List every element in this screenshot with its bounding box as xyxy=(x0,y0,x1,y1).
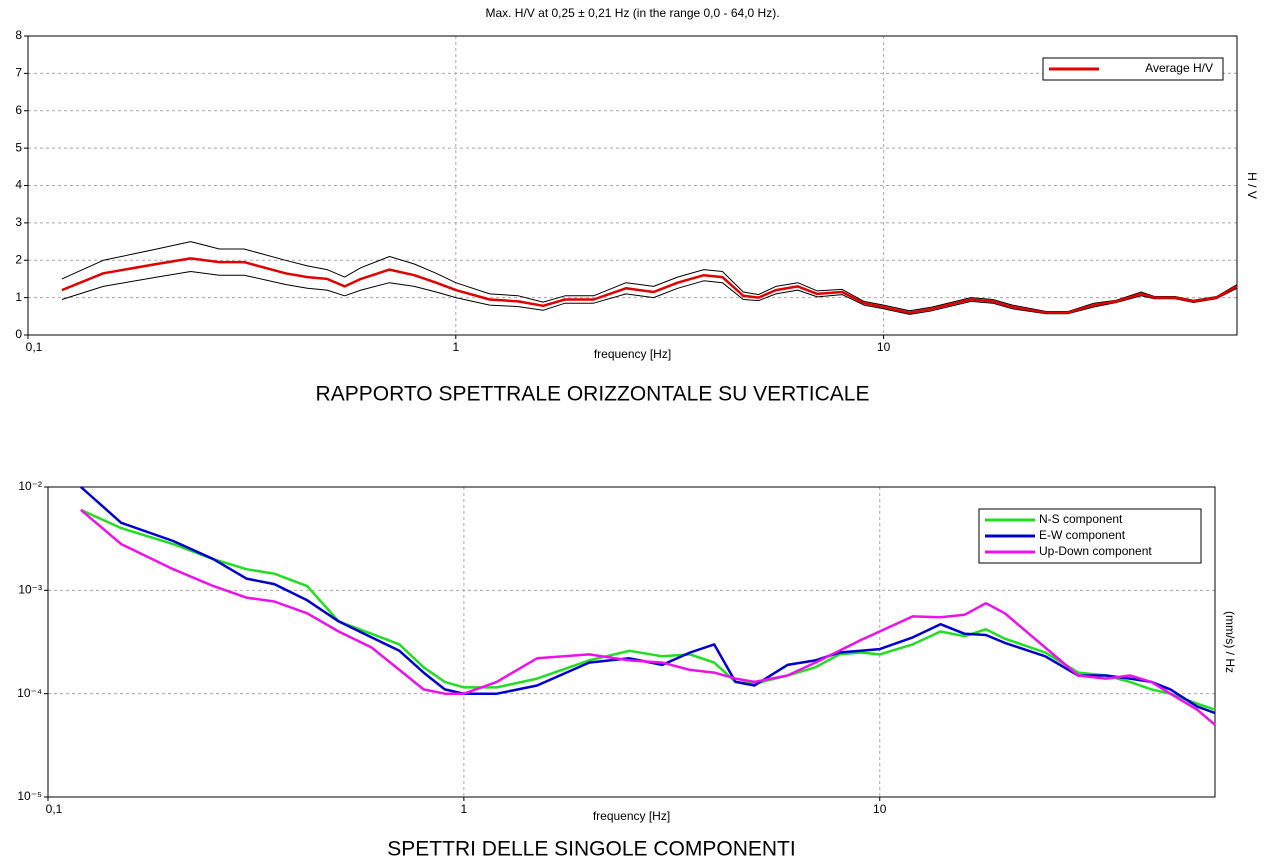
series-line xyxy=(61,241,1238,312)
plot-frame xyxy=(47,486,1216,798)
legend-label: Average H/V xyxy=(1145,61,1213,75)
chart: 0,1 1 10 10⁻⁵ 10⁻⁴ 10⁻³ 10⁻² frequency [Hz] (mm/… xyxy=(17,479,1237,860)
plot-frame xyxy=(27,35,1238,336)
y-axis-label: (mm/s) / Hz xyxy=(1223,611,1237,673)
series-line xyxy=(80,486,1216,715)
x-tick-label: 0,1 xyxy=(26,340,43,354)
x-axis-label: frequency [Hz] xyxy=(594,347,671,361)
y-tick-label: 10⁻³ xyxy=(18,583,42,597)
series-line xyxy=(80,508,1216,726)
y-tick-label: 6 xyxy=(15,103,22,117)
x-tick-label: 10 xyxy=(873,802,887,816)
legend-label: E-W component xyxy=(1039,528,1126,542)
x-tick-label: 10 xyxy=(877,340,891,354)
series-line xyxy=(61,271,1238,315)
caption: RAPPORTO SPETTRALE ORIZZONTALE SU VERTIC… xyxy=(316,383,870,406)
y-tick-label: 1 xyxy=(15,290,22,304)
series-line xyxy=(61,257,1238,314)
legend-label: Up-Down component xyxy=(1039,544,1152,558)
x-tick-label: 1 xyxy=(461,802,468,816)
chart: 0,1 1 10 0 1 2 3 4 5 6 7 8 Max. H/V at 0,25 ± 0,21 H… xyxy=(15,6,1259,405)
chart-title: Max. H/V at 0,25 ± 0,21 Hz (in the range… xyxy=(485,6,779,20)
legend-box xyxy=(1042,57,1224,81)
y-tick-label: 10⁻⁴ xyxy=(17,686,42,700)
y-tick-label: 4 xyxy=(15,178,22,192)
legend-label: N-S component xyxy=(1039,512,1123,526)
y-tick-label: 8 xyxy=(15,28,22,42)
y-tick-label: 10⁻⁵ xyxy=(17,789,42,803)
y-tick-label: 7 xyxy=(15,66,22,80)
y-tick-label: 2 xyxy=(15,252,22,266)
x-tick-label: 1 xyxy=(452,340,459,354)
x-tick-label: 0,1 xyxy=(46,802,63,816)
y-axis-label: H / V xyxy=(1245,172,1259,199)
y-tick-label: 5 xyxy=(15,140,22,154)
y-tick-label: 0 xyxy=(15,327,22,341)
y-tick-label: 10⁻² xyxy=(18,479,42,493)
x-axis-label: frequency [Hz] xyxy=(593,809,670,823)
y-tick-label: 3 xyxy=(15,215,22,229)
caption: SPETTRI DELLE SINGOLE COMPONENTI xyxy=(387,838,795,861)
